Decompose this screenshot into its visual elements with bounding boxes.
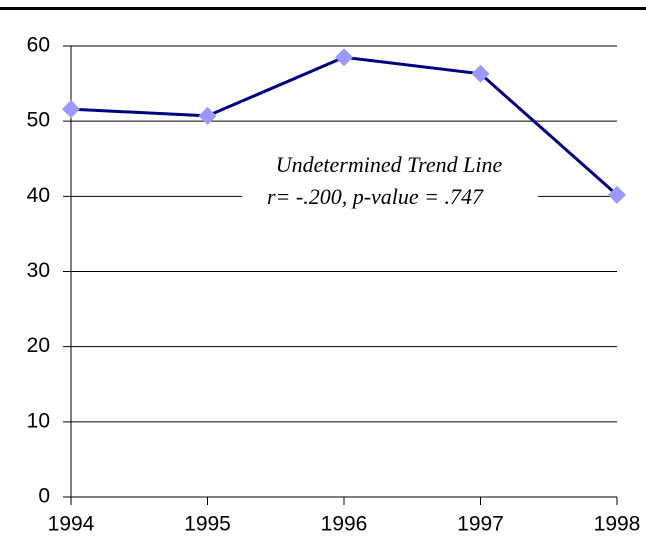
y-tick-label: 30 bbox=[27, 259, 50, 282]
y-tick-label: 0 bbox=[38, 485, 50, 508]
marker bbox=[471, 64, 490, 83]
annotation-background bbox=[242, 183, 538, 213]
marker bbox=[608, 185, 626, 204]
y-tick-label: 50 bbox=[27, 109, 50, 132]
marker bbox=[198, 106, 217, 125]
top-rule bbox=[0, 7, 646, 10]
y-tick-label: 40 bbox=[27, 184, 50, 207]
x-tick-label: 1998 bbox=[594, 513, 641, 536]
marker bbox=[335, 48, 353, 67]
annotation: Undetermined Trend Line bbox=[276, 152, 503, 177]
x-tick-label: 1997 bbox=[457, 513, 504, 536]
y-tick-label: 60 bbox=[27, 34, 50, 57]
marker bbox=[62, 100, 80, 119]
x-tick-label: 1996 bbox=[321, 513, 368, 536]
x-tick-label: 1995 bbox=[184, 513, 231, 536]
x-tick-label: 1994 bbox=[48, 513, 95, 536]
y-tick-label: 20 bbox=[27, 334, 50, 357]
y-tick-label: 10 bbox=[27, 409, 50, 432]
annotation: r= -.200, p-value = .747 bbox=[267, 184, 484, 209]
